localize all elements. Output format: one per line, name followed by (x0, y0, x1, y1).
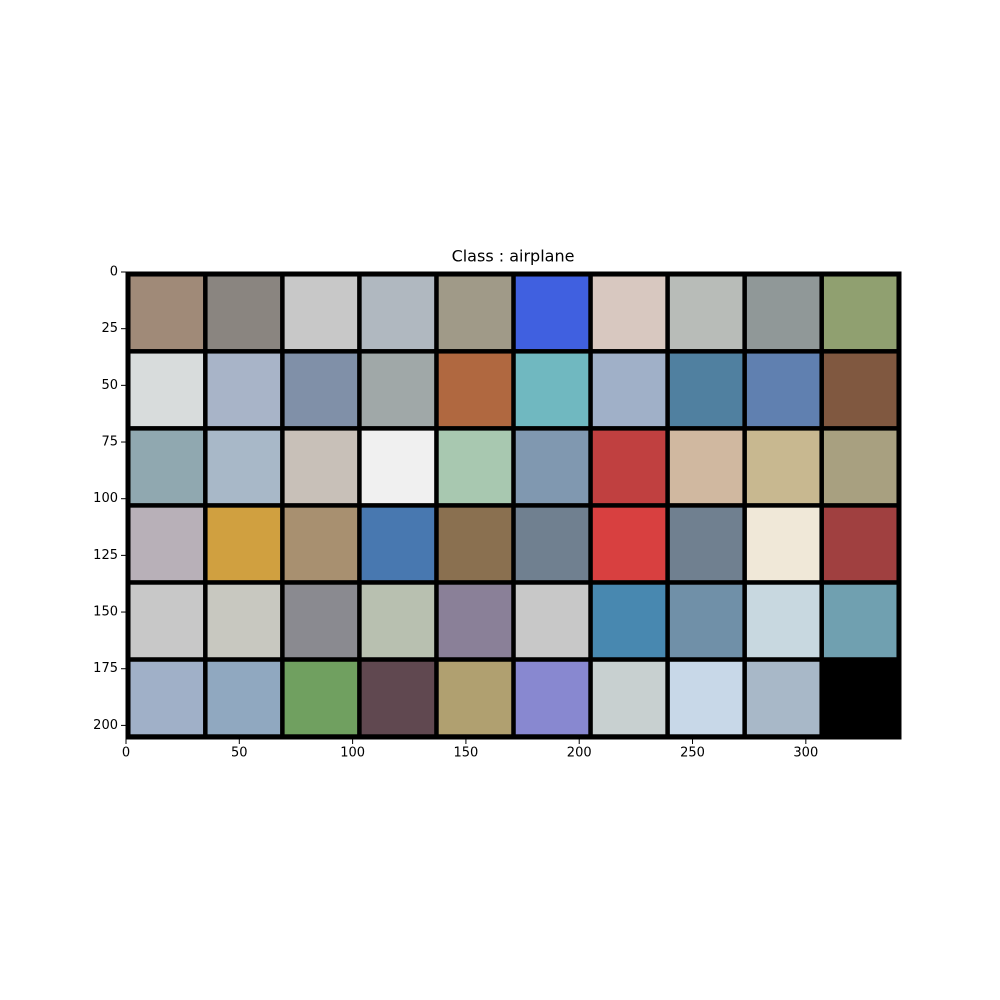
image-tile (361, 430, 435, 504)
image-tile (438, 430, 512, 504)
image-tile (592, 353, 666, 427)
image-tile (823, 507, 897, 581)
image-tile (130, 276, 204, 350)
image-tile (130, 507, 204, 581)
image-tile (207, 584, 281, 658)
image-tile (746, 430, 820, 504)
image-tile (823, 276, 897, 350)
image-tile (515, 430, 589, 504)
image-tile (438, 507, 512, 581)
image-tile (746, 584, 820, 658)
x-tick-label: 50 (231, 746, 248, 761)
image-tile (207, 276, 281, 350)
y-tick-label: 200 (93, 718, 118, 733)
image-tile (284, 507, 358, 581)
image-tile (515, 584, 589, 658)
image-tile (438, 661, 512, 735)
image-tile (669, 353, 743, 427)
image-tile (284, 353, 358, 427)
image-tile (515, 276, 589, 350)
image-tile (746, 353, 820, 427)
image-tile (592, 276, 666, 350)
y-tick-label: 100 (93, 491, 118, 506)
image-tile (361, 507, 435, 581)
image-tile (669, 507, 743, 581)
image-grid (125, 271, 902, 740)
image-tile (130, 661, 204, 735)
y-tick-label: 25 (101, 321, 118, 336)
x-tick-label: 200 (567, 746, 592, 761)
x-tick-label: 0 (122, 746, 130, 761)
x-tick-label: 150 (453, 746, 478, 761)
image-background (126, 272, 901, 739)
image-tile (746, 276, 820, 350)
image-tile (515, 353, 589, 427)
image-tile (130, 430, 204, 504)
image-tile (207, 661, 281, 735)
image-tile (284, 584, 358, 658)
image-tile (669, 276, 743, 350)
image-tile (130, 353, 204, 427)
image-tile (823, 353, 897, 427)
image-tile (515, 507, 589, 581)
image-tile (284, 430, 358, 504)
image-tile (746, 661, 820, 735)
x-tick-label: 300 (793, 746, 818, 761)
image-tile (592, 430, 666, 504)
y-tick-label: 150 (93, 605, 118, 620)
image-tile (130, 584, 204, 658)
image-tile (515, 661, 589, 735)
image-tile (592, 661, 666, 735)
y-tick-label: 0 (110, 265, 118, 280)
y-tick-label: 75 (101, 435, 118, 450)
image-tile (438, 584, 512, 658)
y-tick-label: 175 (93, 661, 118, 676)
image-tile (669, 584, 743, 658)
image-tile (669, 661, 743, 735)
image-tile (361, 584, 435, 658)
image-tile (361, 661, 435, 735)
axes-frame (125, 271, 902, 740)
image-tile (207, 507, 281, 581)
x-tick-label: 100 (340, 746, 365, 761)
image-tile (361, 276, 435, 350)
image-tile (207, 430, 281, 504)
y-tick-label: 125 (93, 548, 118, 563)
image-tile (284, 661, 358, 735)
image-tile (823, 430, 897, 504)
image-tile (361, 353, 435, 427)
image-tile (823, 584, 897, 658)
image-tile (438, 353, 512, 427)
image-tile (592, 584, 666, 658)
image-tile (207, 353, 281, 427)
image-tile (284, 276, 358, 350)
image-tile (592, 507, 666, 581)
image-tile (669, 430, 743, 504)
chart-title: Class : airplane (452, 247, 575, 266)
x-tick-label: 250 (680, 746, 705, 761)
image-tile (438, 276, 512, 350)
image-tile (746, 507, 820, 581)
y-tick-label: 50 (101, 378, 118, 393)
